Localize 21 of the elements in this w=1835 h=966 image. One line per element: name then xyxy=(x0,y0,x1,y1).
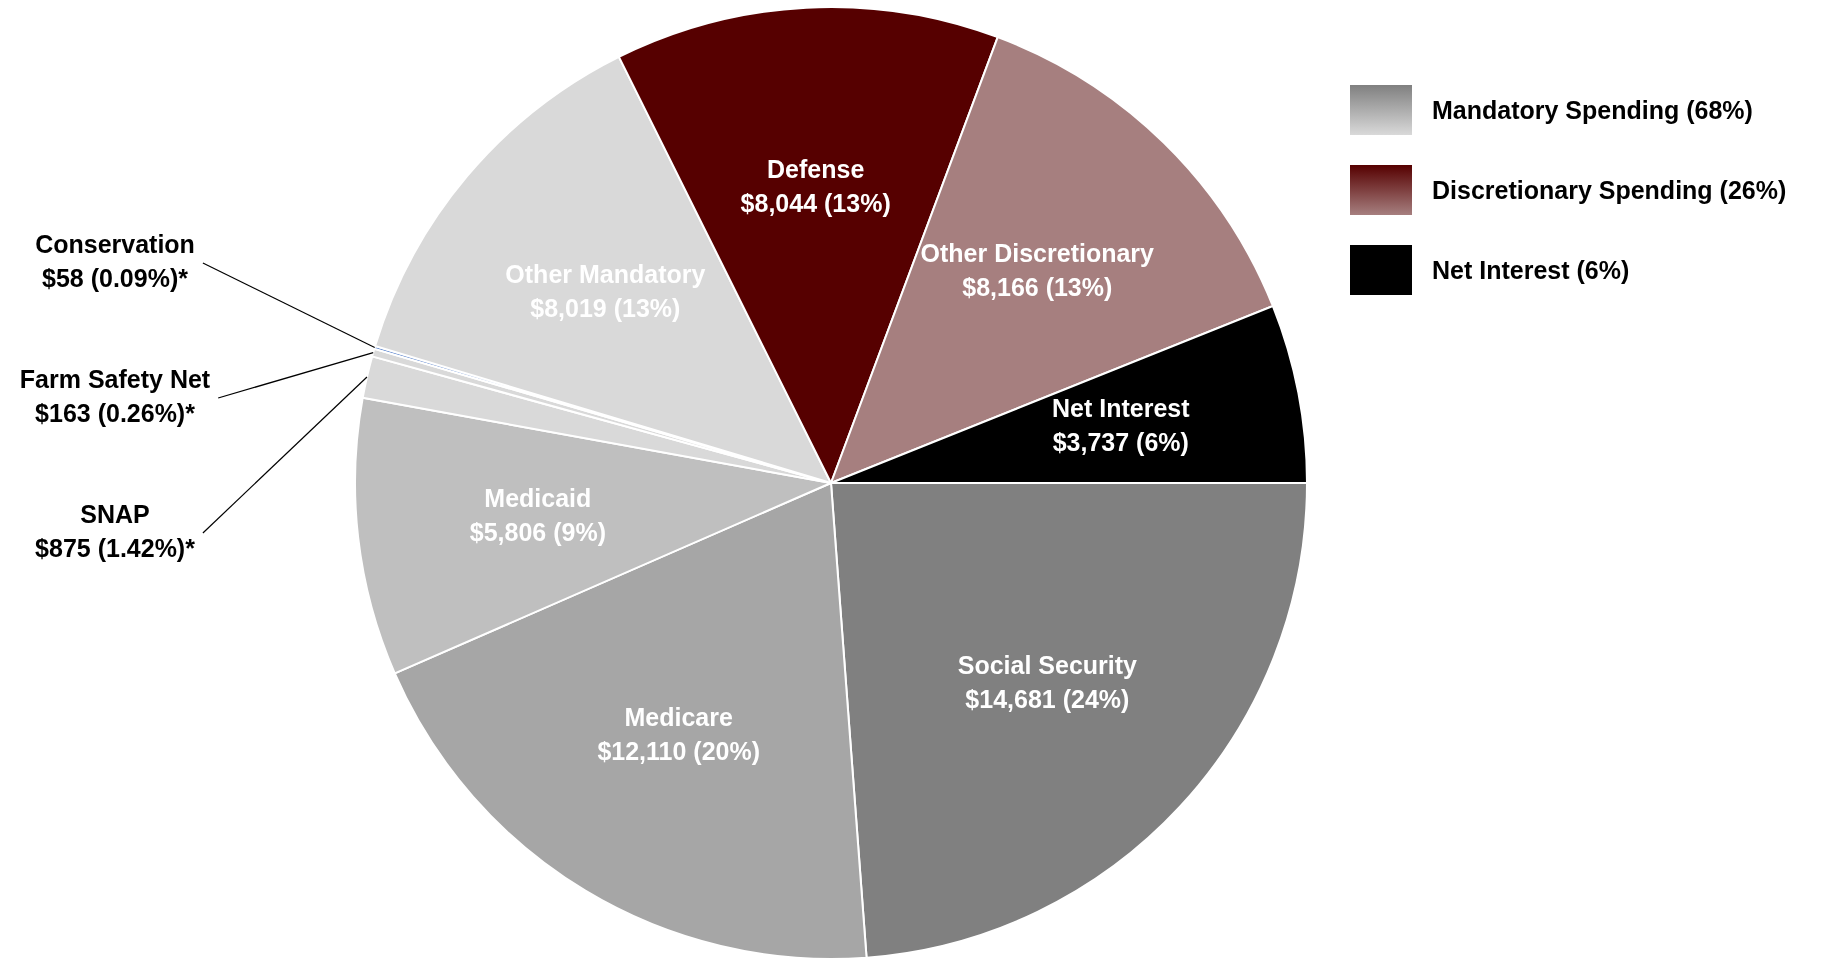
slice-label: Medicare xyxy=(624,702,733,731)
data-label: $14,681 (24%) xyxy=(965,684,1130,713)
text: Net Interest (6%) xyxy=(1432,255,1630,285)
data-label: $5,806 (9%) xyxy=(469,517,606,546)
data-label: $163 (0.26%)* xyxy=(35,398,196,427)
slice-label: Medicaid xyxy=(484,483,592,512)
slice-label: Farm Safety Net xyxy=(19,364,211,393)
text: Mandatory Spending (68%) xyxy=(1432,95,1753,125)
slice-label: Defense xyxy=(767,155,865,184)
data-label: $3,737 (6%) xyxy=(1052,428,1189,457)
data-label: $12,110 (20%) xyxy=(597,736,761,765)
data-label: $875 (1.42%)* xyxy=(35,533,196,562)
slice-label: SNAP xyxy=(80,499,150,528)
slice-label: Other Discretionary xyxy=(920,238,1155,267)
slice-label: Social Security xyxy=(957,650,1138,679)
data-label: $58 (0.09%)* xyxy=(42,263,189,292)
data-label: $8,166 (13%) xyxy=(962,272,1113,301)
text: Discretionary Spending (26%) xyxy=(1432,175,1787,205)
data-label: $8,044 (13%) xyxy=(740,189,891,218)
slice-label: Conservation xyxy=(35,229,195,258)
slice-label: Net Interest xyxy=(1052,394,1191,423)
